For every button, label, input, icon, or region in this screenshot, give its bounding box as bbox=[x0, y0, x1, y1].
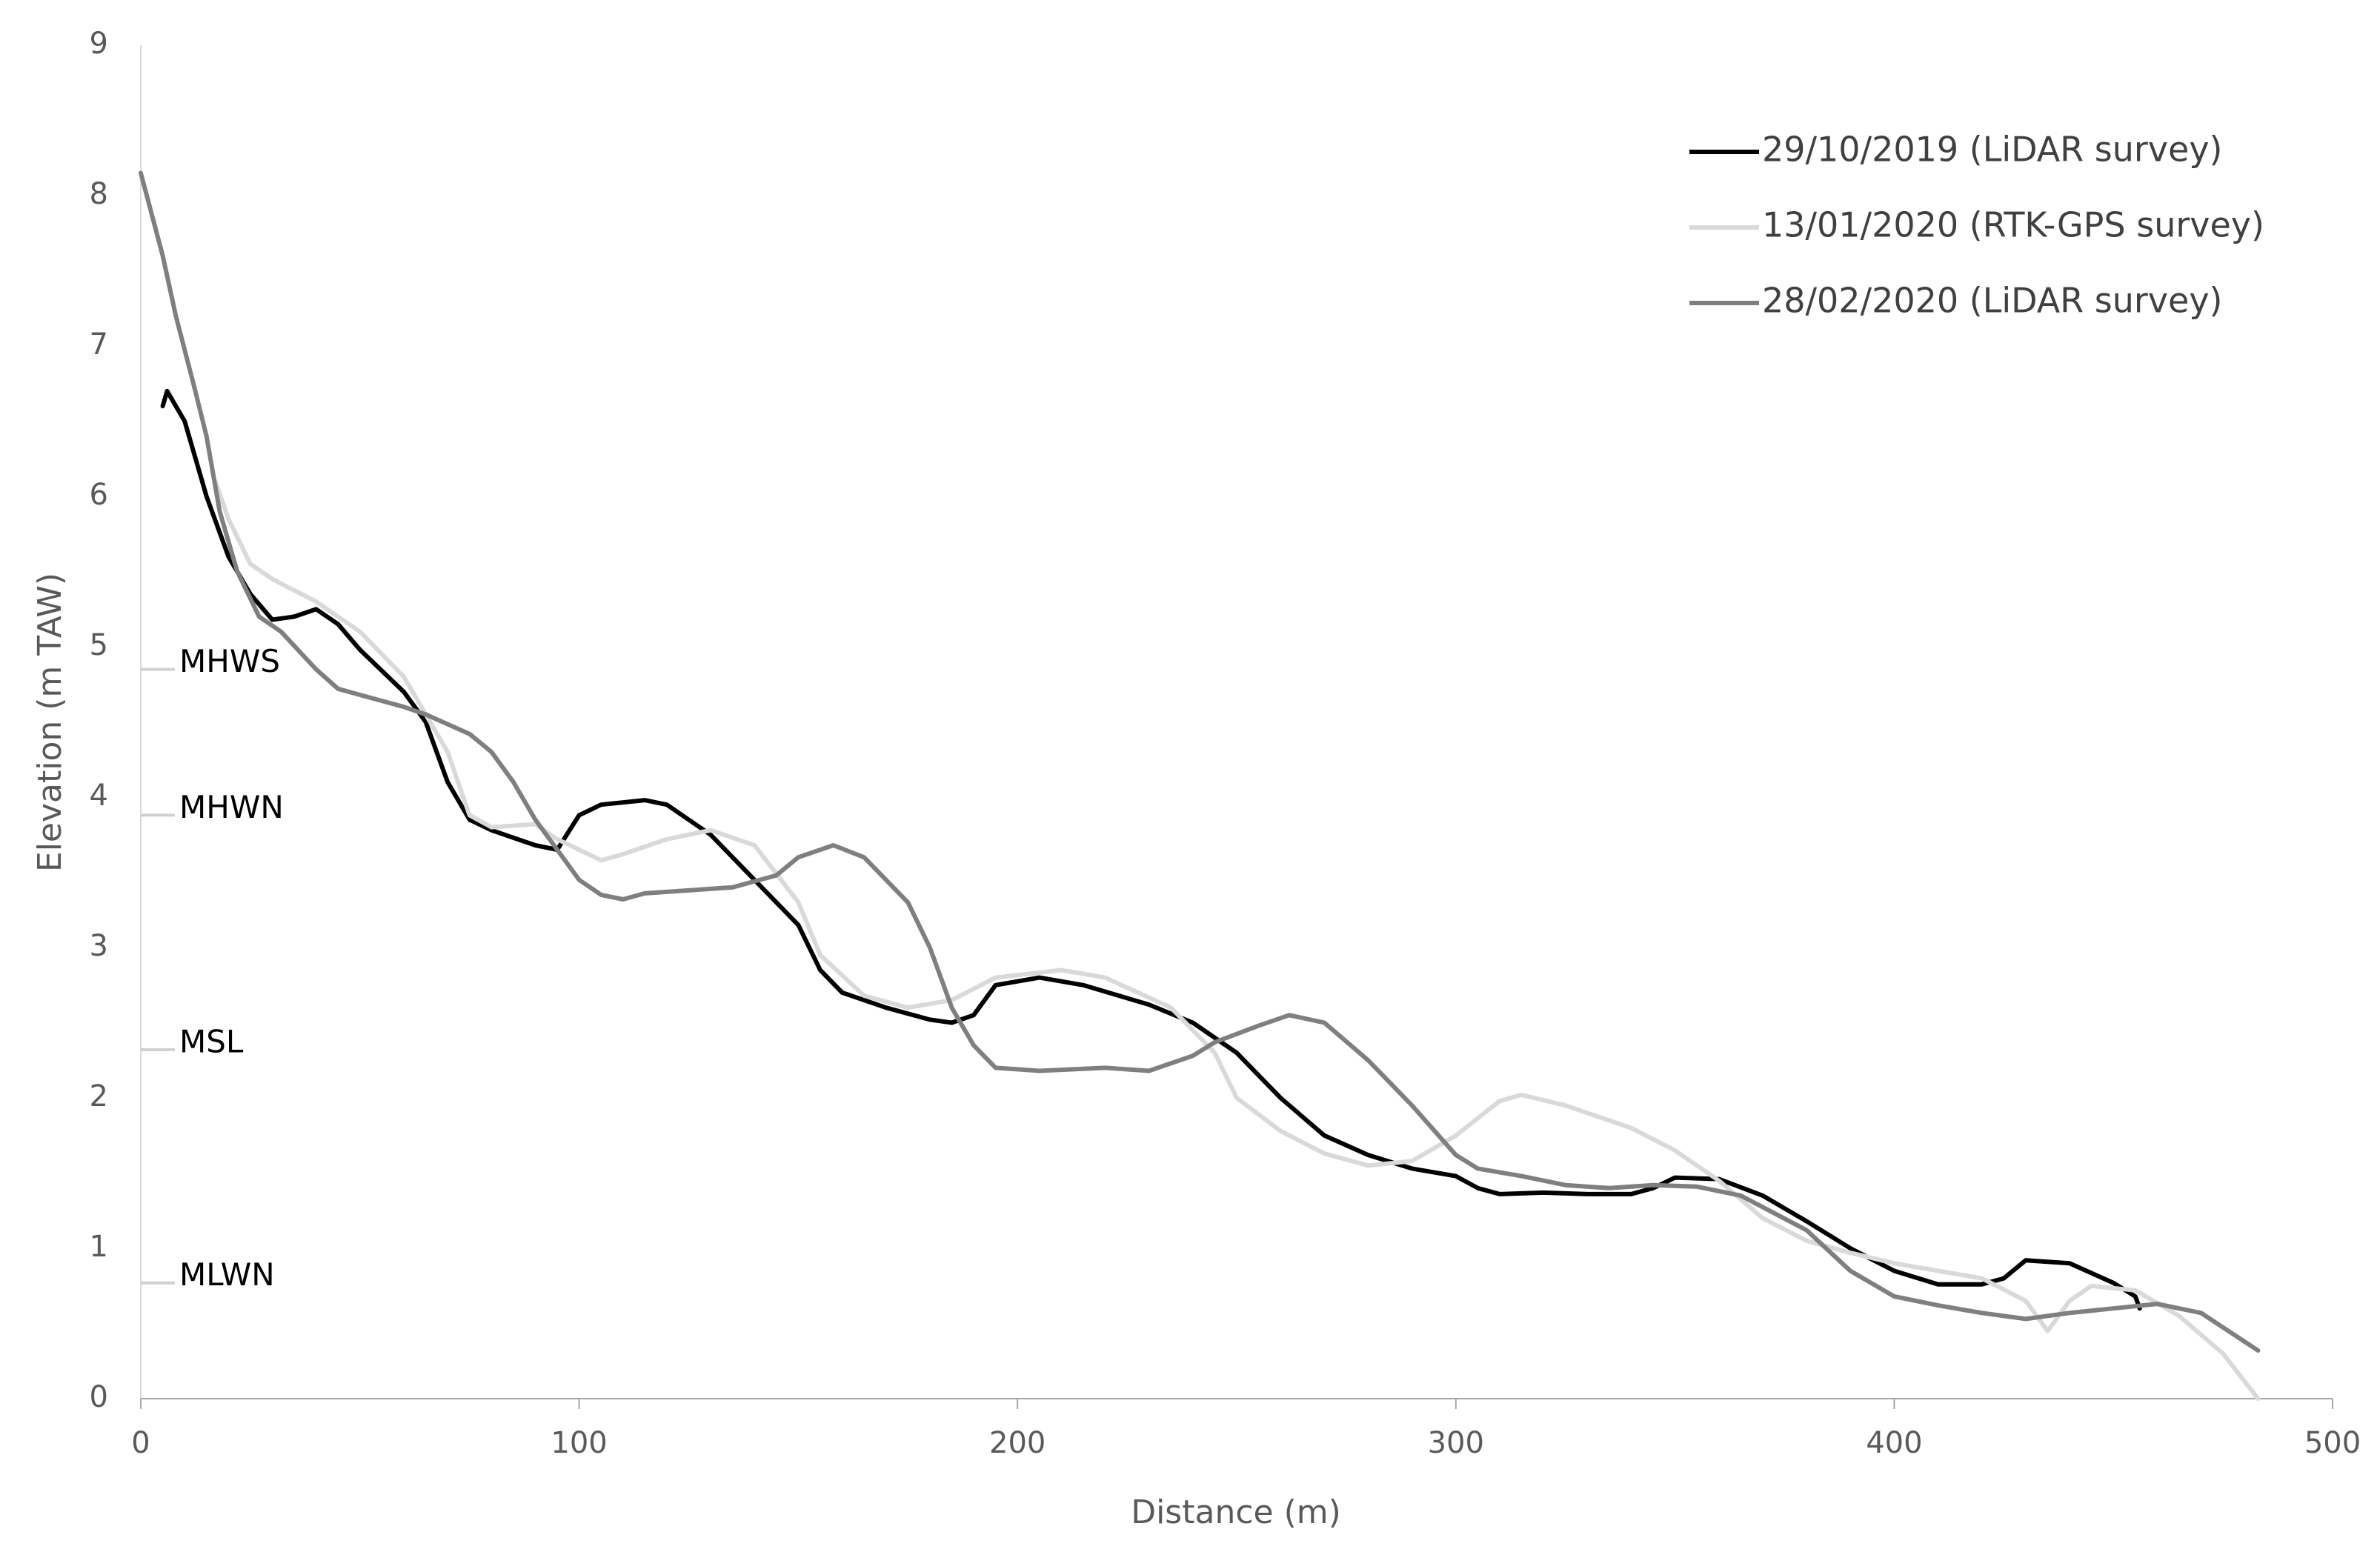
reference-label: MLWN bbox=[179, 1256, 275, 1293]
x-axis-title: Distance (m) bbox=[1131, 1493, 1341, 1531]
reference-label: MHWN bbox=[179, 789, 284, 825]
x-tick-label: 0 bbox=[131, 1426, 150, 1460]
legend-label: 13/01/2020 (RTK-GPS survey) bbox=[1762, 205, 2264, 245]
legend-label: 29/10/2019 (LiDAR survey) bbox=[1762, 130, 2223, 170]
y-tick-label: 8 bbox=[90, 177, 108, 211]
series-line bbox=[213, 479, 2261, 1401]
y-tick-label: 6 bbox=[90, 478, 108, 512]
x-tick-label: 300 bbox=[1428, 1426, 1484, 1460]
series-line bbox=[160, 388, 2142, 1311]
x-tick-label: 100 bbox=[551, 1426, 607, 1460]
y-tick-label: 1 bbox=[90, 1230, 108, 1264]
reference-label: MSL bbox=[179, 1024, 244, 1060]
y-axis-title: Elevation (m TAW) bbox=[31, 573, 69, 872]
y-tick-label: 7 bbox=[90, 327, 108, 362]
x-tick-label: 400 bbox=[1866, 1426, 1922, 1460]
legend-label: 28/02/2020 (LiDAR survey) bbox=[1762, 281, 2223, 321]
y-tick-label: 2 bbox=[90, 1079, 108, 1113]
y-tick-label: 0 bbox=[90, 1380, 108, 1414]
reference-label: MHWS bbox=[179, 643, 280, 679]
y-tick-label: 5 bbox=[90, 628, 108, 662]
y-tick-label: 9 bbox=[90, 27, 108, 61]
y-tick-label: 4 bbox=[90, 779, 108, 813]
y-tick-label: 3 bbox=[90, 929, 108, 963]
x-tick-label: 500 bbox=[2304, 1426, 2361, 1460]
series-line bbox=[139, 170, 2261, 1353]
x-tick-label: 200 bbox=[989, 1426, 1046, 1460]
